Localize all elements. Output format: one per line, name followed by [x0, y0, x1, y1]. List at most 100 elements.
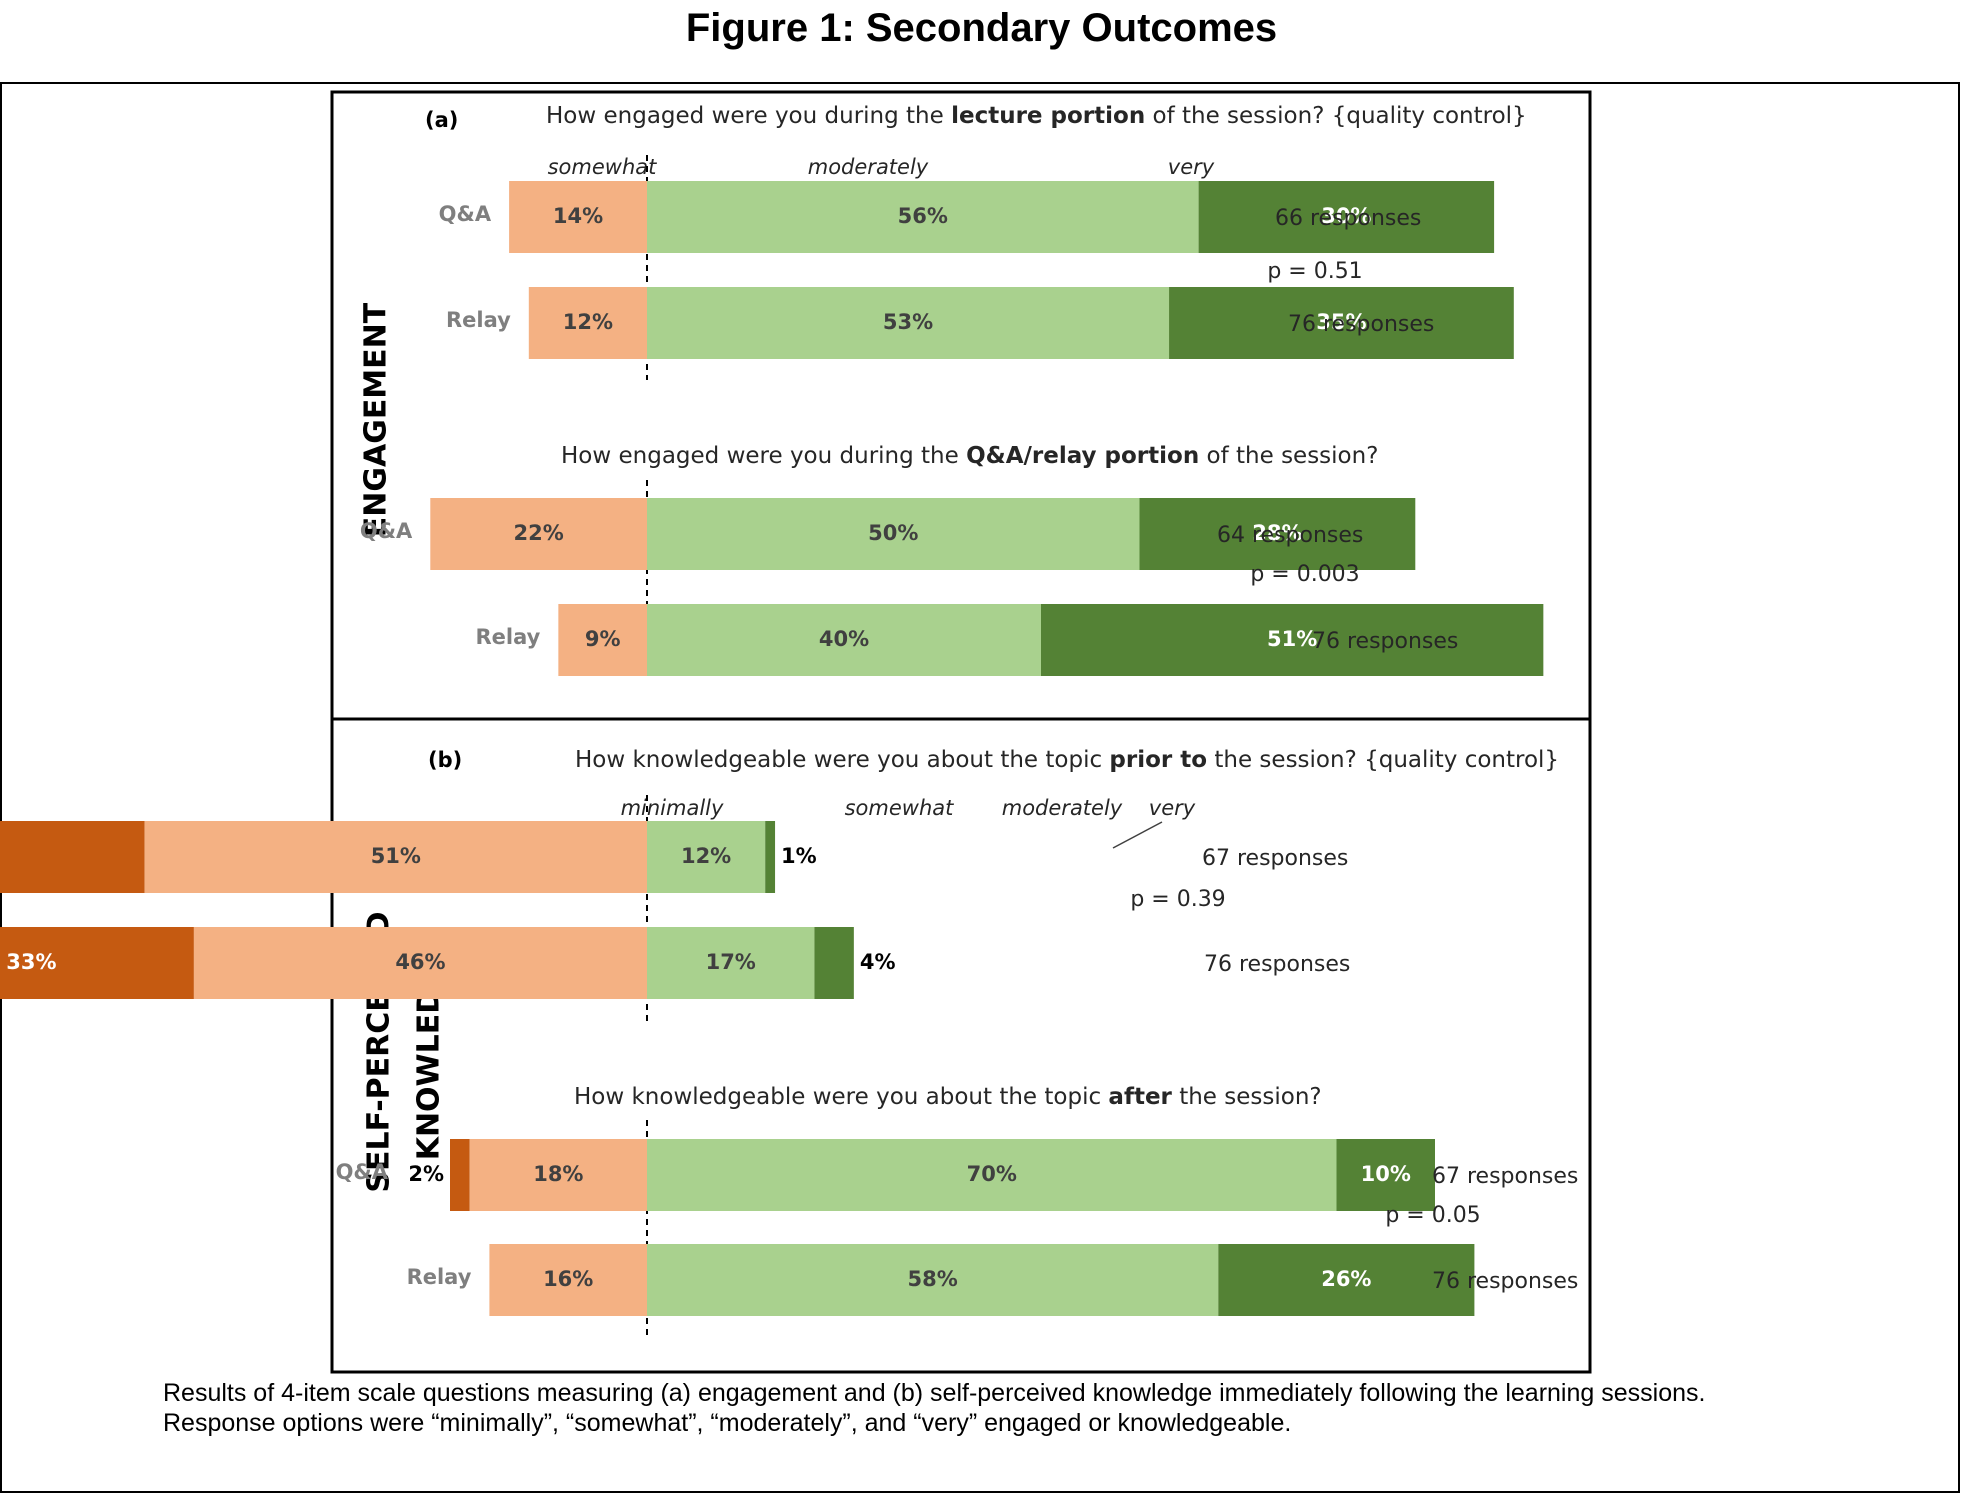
responses-label: 64 responses: [1217, 523, 1363, 548]
group-label-qanda: Q&A: [360, 519, 413, 543]
bar-segment-somewhat: [558, 604, 647, 676]
bar-segment-moderately: [647, 927, 815, 999]
question-p0-q0-part-0: How engaged were you during the: [546, 103, 951, 129]
data-label-somewhat: 9%: [585, 627, 621, 651]
data-label-minimally: 2%: [408, 1162, 444, 1186]
data-label-very: 1%: [781, 844, 817, 868]
data-label-moderately: 12%: [681, 844, 731, 868]
p-value-p0-q1: p = 0.003: [1250, 562, 1359, 587]
responses-label: 66 responses: [1275, 206, 1421, 231]
data-label-very: 30%: [1321, 204, 1371, 228]
category-label-moderately: moderately: [1002, 796, 1123, 820]
responses-label: 67 responses: [1202, 846, 1348, 871]
bar-segment-moderately: [647, 1139, 1337, 1211]
data-label-very: 51%: [1267, 627, 1317, 651]
question-p0-q0: How engaged were you during the lecture …: [546, 103, 1527, 129]
group-label-relay: Relay: [446, 308, 511, 332]
bar-segment-minimally: [0, 927, 194, 999]
question-p1-q0-part-2: the session? {quality control}: [1207, 747, 1559, 773]
section-label-engagement: ENGAGEMENT: [359, 302, 394, 537]
question-p1-q0: How knowledgeable were you about the top…: [575, 747, 1559, 773]
bar-segment-minimally: [450, 1139, 470, 1211]
bar-segment-moderately: [647, 821, 766, 893]
category-label-minimally: minimally: [621, 796, 724, 820]
group-label-relay: Relay: [476, 625, 541, 649]
data-label-very: 35%: [1316, 310, 1366, 334]
data-label-moderately: 53%: [883, 310, 933, 334]
bar-segment-very: [1169, 287, 1514, 359]
question-p0-q1-part-1: Q&A/relay portion: [966, 443, 1199, 469]
bar-segment-somewhat: [528, 287, 647, 359]
question-p0-q0-part-2: of the session? {quality control}: [1145, 103, 1527, 129]
bar-segment-very: [1336, 1139, 1435, 1211]
bar-segment-moderately: [647, 604, 1041, 676]
data-label-somewhat: 12%: [563, 310, 613, 334]
question-p1-q1: How knowledgeable were you about the top…: [574, 1084, 1322, 1110]
data-label-very: 10%: [1361, 1162, 1411, 1186]
responses-label: 76 responses: [1288, 312, 1434, 337]
bar-segment-minimally: [0, 821, 145, 893]
figure-caption: Results of 4-item scale questions measur…: [163, 1378, 1923, 1438]
bar-segment-somewhat: [489, 1244, 647, 1316]
bar-segment-somewhat: [144, 821, 647, 893]
data-label-minimally: 33%: [6, 950, 56, 974]
p-value-p1-q0: p = 0.39: [1130, 887, 1225, 912]
group-label-qanda: Q&A: [439, 202, 492, 226]
data-label-somewhat: 18%: [533, 1162, 583, 1186]
figure-title: Figure 1: Secondary Outcomes: [685, 6, 1278, 50]
question-p0-q1-part-2: of the session?: [1199, 443, 1378, 469]
bar-segment-somewhat: [469, 1139, 647, 1211]
very-leader-line: [1112, 821, 1163, 849]
category-label-very: very: [1149, 796, 1196, 820]
bar-segment-very: [1139, 498, 1416, 570]
data-label-moderately: 17%: [706, 950, 756, 974]
data-label-somewhat: 51%: [371, 844, 421, 868]
bar-segment-very: [814, 927, 854, 999]
data-label-somewhat: 14%: [553, 204, 603, 228]
question-p0-q1: How engaged were you during the Q&A/rela…: [561, 443, 1378, 469]
category-label-somewhat: somewhat: [548, 155, 658, 179]
bar-segment-somewhat: [430, 498, 647, 570]
bar-segment-moderately: [647, 498, 1140, 570]
caption-line-2: Response options were “minimally”, “some…: [163, 1409, 1292, 1437]
figure-frame: [0, 82, 1960, 1493]
category-label-somewhat: somewhat: [845, 796, 955, 820]
data-label-moderately: 70%: [967, 1162, 1017, 1186]
data-label-moderately: 50%: [868, 521, 918, 545]
question-p1-q1-part-0: How knowledgeable were you about the top…: [574, 1084, 1108, 1110]
bar-segment-very: [1041, 604, 1544, 676]
data-label-somewhat: 46%: [395, 950, 445, 974]
panel-a-label: (a): [425, 108, 458, 132]
panel-b-frame: [330, 717, 1592, 1374]
question-p1-q1-part-1: after: [1108, 1084, 1172, 1110]
data-label-very: 28%: [1252, 521, 1302, 545]
responses-label: 76 responses: [1204, 952, 1350, 977]
question-p0-q0-part-1: lecture portion: [951, 103, 1145, 129]
bar-segment-moderately: [647, 1244, 1219, 1316]
category-label-moderately: moderately: [808, 155, 929, 179]
responses-label: 67 responses: [1432, 1164, 1578, 1189]
data-label-very: 4%: [860, 950, 896, 974]
panel-b-label: (b): [428, 748, 462, 772]
bar-segment-very: [1198, 181, 1495, 253]
caption-line-1: Results of 4-item scale questions measur…: [163, 1379, 1706, 1407]
data-label-very: 26%: [1321, 1267, 1371, 1291]
bar-segment-very: [1218, 1244, 1475, 1316]
data-label-moderately: 40%: [819, 627, 869, 651]
data-label-moderately: 56%: [898, 204, 948, 228]
group-label-qanda: Q&A: [336, 1160, 389, 1184]
data-label-somewhat: 16%: [543, 1267, 593, 1291]
question-p1-q1-part-2: the session?: [1172, 1084, 1322, 1110]
p-value-p0-q0: p = 0.51: [1267, 259, 1362, 284]
p-value-p1-q1: p = 0.05: [1385, 1203, 1480, 1228]
data-label-somewhat: 22%: [514, 521, 564, 545]
responses-label: 76 responses: [1312, 629, 1458, 654]
question-p1-q0-part-0: How knowledgeable were you about the top…: [575, 747, 1109, 773]
question-p1-q0-part-1: prior to: [1109, 747, 1207, 773]
bar-segment-somewhat: [509, 181, 647, 253]
responses-label: 76 responses: [1432, 1269, 1578, 1294]
bar-segment-very: [765, 821, 776, 893]
data-label-moderately: 58%: [908, 1267, 958, 1291]
bar-segment-moderately: [647, 181, 1199, 253]
